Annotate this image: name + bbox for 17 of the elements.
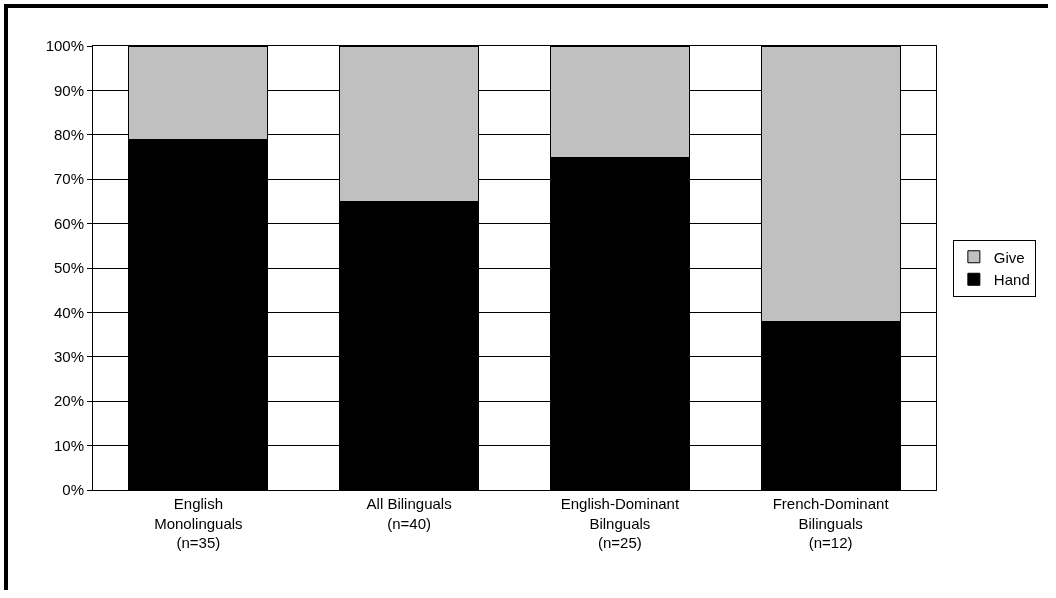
y-tick-label: 20% (53, 392, 84, 410)
y-tick-label: 100% (45, 37, 84, 55)
x-tick-label: All Bilinguals (n=40) (366, 495, 452, 532)
y-tick-label: 10% (53, 436, 84, 454)
y-tick-label: 60% (53, 214, 84, 232)
y-tick-label: 70% (53, 170, 84, 188)
y-tick-label: 0% (62, 481, 84, 499)
y-tick-label: 50% (53, 259, 84, 277)
x-tick-label: English-Dominant Bilnguals (n=25) (560, 495, 680, 551)
legend-label: Hand (993, 271, 1030, 289)
y-tick-label: 90% (53, 81, 84, 99)
legend-label: Give (993, 248, 1025, 266)
x-tick-label: English Monolinguals (n=35) (154, 495, 243, 551)
y-tick-label: 40% (53, 303, 84, 321)
y-tick-label: 30% (53, 348, 84, 366)
y-tick-label: 80% (53, 126, 84, 144)
x-tick-label: French-Dominant Bilinguals (n=12) (772, 495, 890, 551)
